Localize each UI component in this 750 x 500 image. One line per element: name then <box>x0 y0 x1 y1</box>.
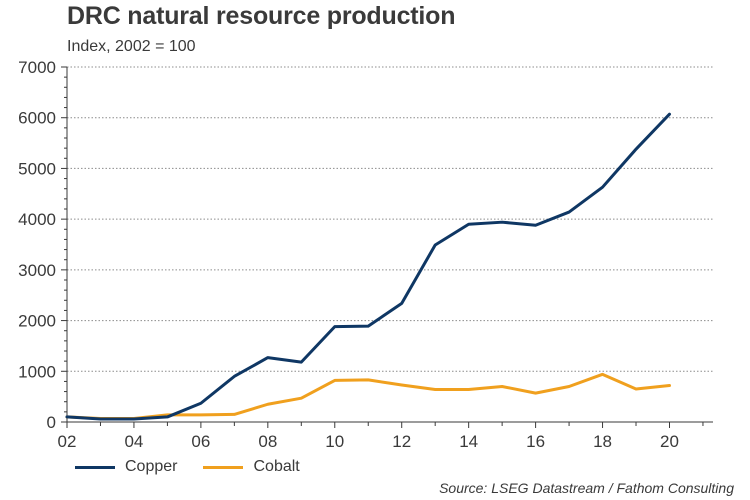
series-lines <box>65 112 671 421</box>
legend-item-cobalt: Cobalt <box>203 458 300 476</box>
source-note: Source: LSEG Datastream / Fathom Consult… <box>439 480 734 496</box>
legend-label-cobalt: Cobalt <box>253 458 300 475</box>
chart-title: DRC natural resource production <box>67 2 456 30</box>
legend-swatch-cobalt <box>203 465 244 469</box>
y-tick-label-2000: 2000 <box>18 312 56 331</box>
y-tick-label-1000: 1000 <box>18 362 56 381</box>
x-tick-label-16: 16 <box>526 432 545 451</box>
x-tick-label-14: 14 <box>459 432 478 451</box>
x-axis-labels: 02 04 06 08 10 12 14 16 18 20 <box>58 432 679 451</box>
y-tick-label-0: 0 <box>47 413 56 432</box>
x-tick-label-12: 12 <box>392 432 411 451</box>
y-tick-label-3000: 3000 <box>18 261 56 280</box>
x-tick-label-02: 02 <box>58 432 77 451</box>
axes <box>61 66 713 428</box>
x-tick-label-06: 06 <box>191 432 210 451</box>
chart-subtitle: Index, 2002 = 100 <box>67 38 196 55</box>
legend-label-copper: Copper <box>125 458 178 475</box>
y-tick-label-7000: 7000 <box>18 58 56 77</box>
x-tick-label-10: 10 <box>325 432 344 451</box>
legend-swatch-copper <box>75 465 115 469</box>
legend: Copper Cobalt <box>75 458 326 476</box>
x-tick-label-18: 18 <box>593 432 612 451</box>
y-tick-label-4000: 4000 <box>18 210 56 229</box>
series-line-copper <box>65 112 671 421</box>
x-tick-label-20: 20 <box>660 432 679 451</box>
series-line-cobalt <box>65 372 671 420</box>
y-tick-label-5000: 5000 <box>18 159 56 178</box>
grid-lines <box>67 66 713 372</box>
legend-item-copper: Copper <box>75 458 177 476</box>
y-axis-labels: 0 1000 2000 3000 4000 5000 6000 7000 <box>18 58 56 432</box>
x-tick-label-08: 08 <box>258 432 277 451</box>
y-tick-label-6000: 6000 <box>18 109 56 128</box>
x-tick-label-04: 04 <box>124 432 143 451</box>
